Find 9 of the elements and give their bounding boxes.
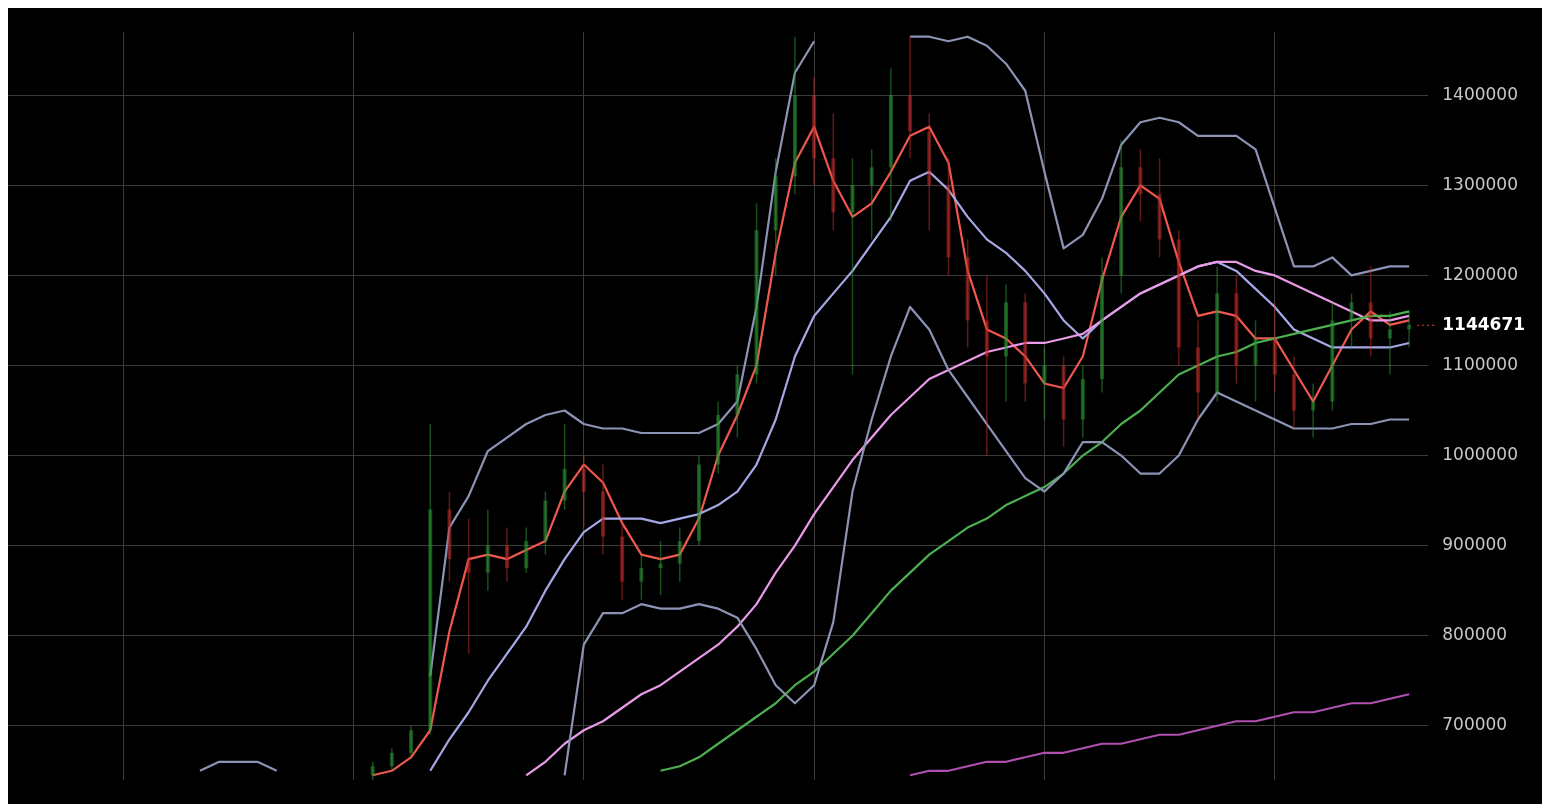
y-tick-label: 1300000: [1442, 173, 1519, 194]
y-tick-label: 1200000: [1442, 263, 1519, 284]
y-tick-label: 1400000: [1442, 83, 1519, 104]
y-tick-label: 1100000: [1442, 353, 1519, 374]
ref-line-label: 1144671: [1442, 313, 1526, 334]
y-tick-label: 800000: [1442, 624, 1508, 645]
y-tick-label: 900000: [1442, 534, 1508, 555]
y-tick-label: 1000000: [1442, 443, 1519, 464]
y-tick-label: 700000: [1442, 714, 1508, 735]
